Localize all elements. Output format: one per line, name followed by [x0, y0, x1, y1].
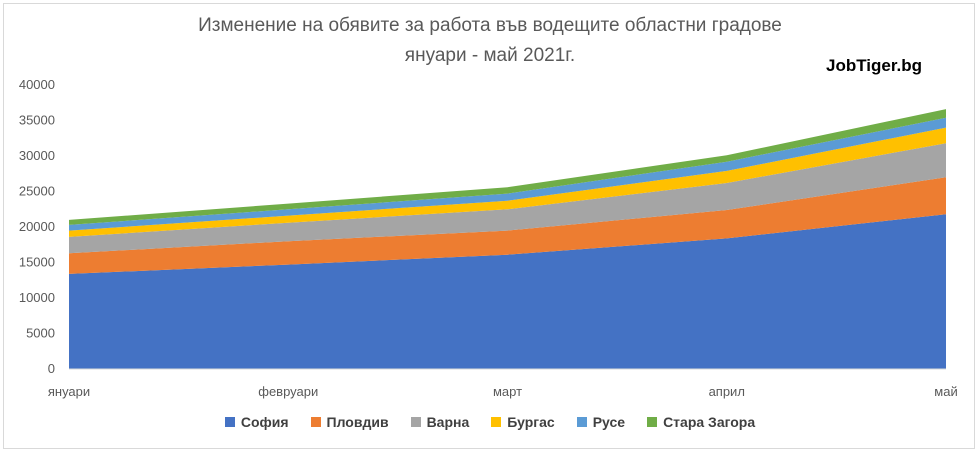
- legend-item-3: Бургас: [491, 414, 555, 430]
- legend-swatch-0: [224, 417, 235, 427]
- y-tick-label-6: 30000: [19, 148, 55, 163]
- chart-legend: София Пловдив Варна Бургас Русе Стара Загора: [0, 414, 980, 430]
- legend-swatch-5: [647, 417, 658, 427]
- legend-label-2: Варна: [426, 414, 470, 430]
- y-tick-label-0: 0: [48, 361, 55, 376]
- x-tick-label-3: април: [709, 384, 745, 399]
- legend-label-5: Стара Загора: [663, 414, 756, 430]
- legend-label-3: Бургас: [507, 414, 555, 430]
- y-tick-label-2: 10000: [19, 290, 55, 305]
- area-series-0: [69, 214, 946, 369]
- y-tick-label-5: 25000: [19, 184, 55, 199]
- legend-label-4: Русе: [592, 414, 626, 430]
- legend-item-4: Русе: [576, 414, 626, 430]
- legend-swatch-1: [310, 417, 321, 427]
- legend-swatch-2: [410, 417, 421, 427]
- legend-item-5: Стара Загора: [647, 414, 755, 430]
- legend-label-0: София: [240, 414, 289, 430]
- area-series-1: [69, 177, 946, 274]
- legend-swatch-4: [576, 417, 587, 427]
- chart-subtitle: януари - май 2021г.: [404, 45, 576, 66]
- y-tick-label-7: 35000: [19, 113, 55, 128]
- legend-swatch-3: [491, 417, 502, 427]
- y-tick-label-4: 20000: [19, 219, 55, 234]
- x-tick-label-2: март: [493, 384, 522, 399]
- x-tick-label-1: февруари: [258, 384, 318, 399]
- legend-label-1: Пловдив: [326, 414, 389, 430]
- brand-watermark: JobTiger.bg: [826, 56, 923, 75]
- area-series-4: [69, 117, 946, 231]
- legend-item-0: София: [224, 414, 289, 430]
- chart-title: Изменение на обявите за работа във водещ…: [198, 15, 782, 36]
- y-tick-label-3: 15000: [19, 255, 55, 270]
- legend-item-1: Пловдив: [310, 414, 389, 430]
- x-tick-label-0: януари: [48, 384, 90, 399]
- legend-item-2: Варна: [410, 414, 470, 430]
- y-tick-label-8: 40000: [19, 77, 55, 92]
- area-series-2: [69, 143, 946, 254]
- x-tick-label-4: май: [934, 384, 957, 399]
- y-tick-label-1: 5000: [26, 326, 55, 341]
- area-series-3: [69, 127, 946, 237]
